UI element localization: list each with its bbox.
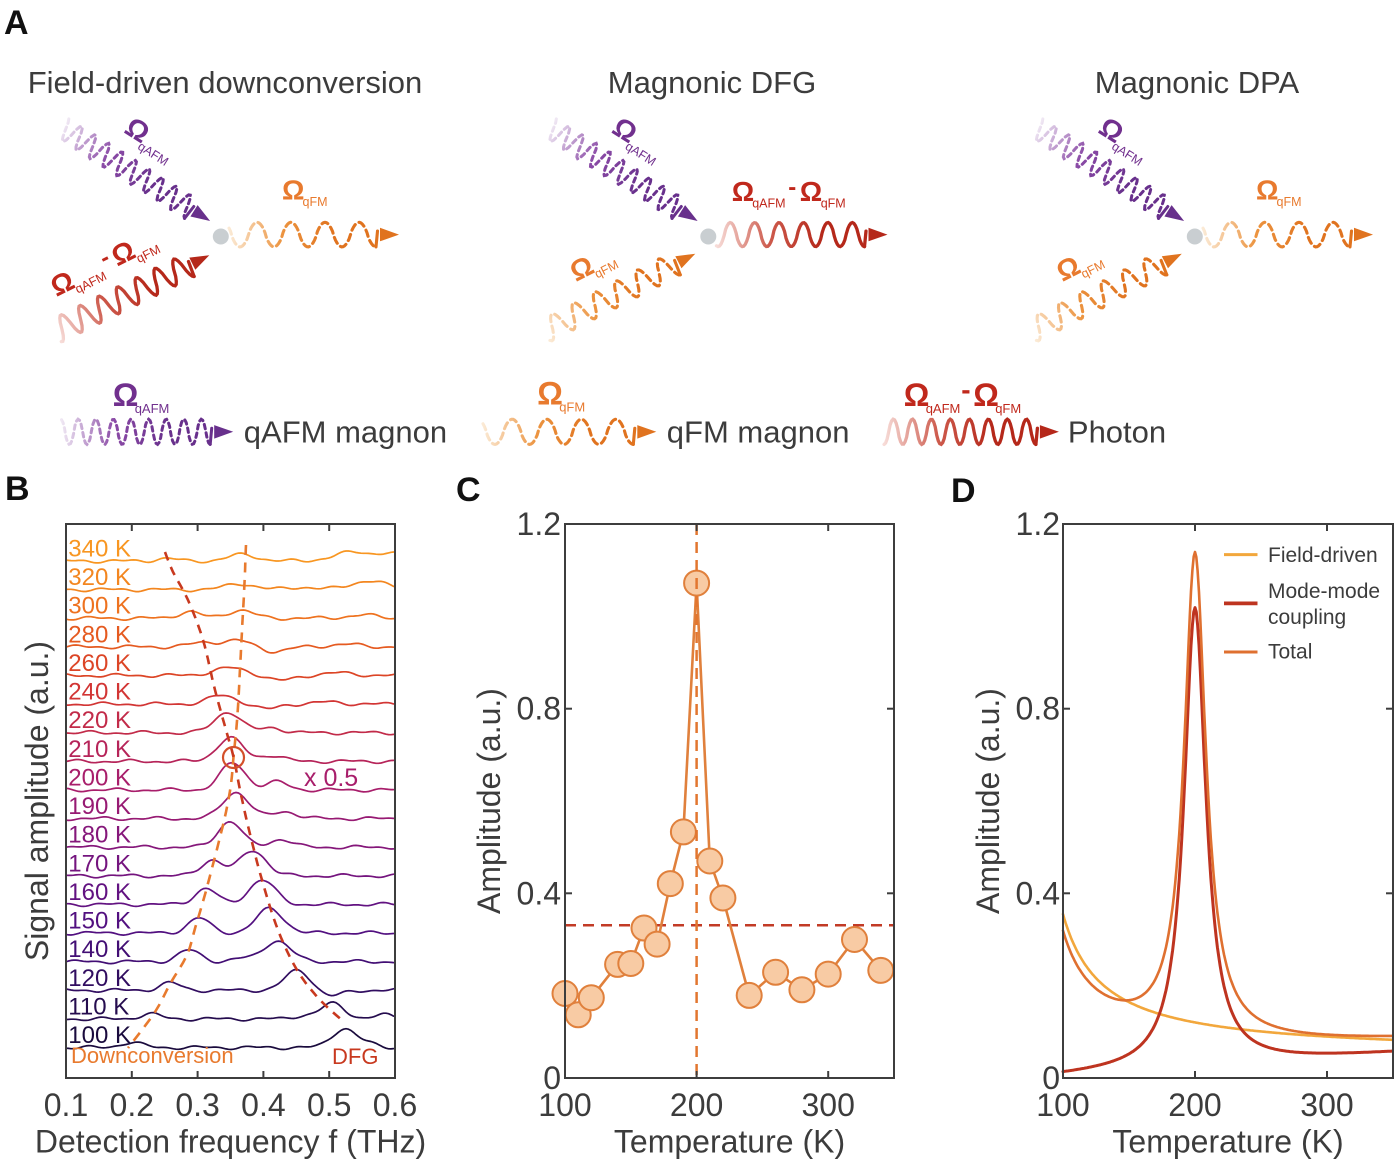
svg-text:280 K: 280 K xyxy=(68,621,131,648)
svg-text:240 K: 240 K xyxy=(68,679,131,706)
svg-text:200: 200 xyxy=(1168,1087,1221,1123)
svg-text:-: - xyxy=(961,374,970,405)
svg-text:qAFM: qAFM xyxy=(135,401,170,416)
svg-text:Field-driven downconversion: Field-driven downconversion xyxy=(28,65,423,100)
svg-text:180 K: 180 K xyxy=(68,822,131,849)
svg-text:qFM: qFM xyxy=(821,197,846,211)
svg-text:Temperature (K): Temperature (K) xyxy=(614,1124,845,1160)
svg-text:qFM: qFM xyxy=(303,195,328,209)
svg-text:170 K: 170 K xyxy=(68,850,131,877)
svg-text:0.4: 0.4 xyxy=(517,875,561,911)
svg-text:qFM: qFM xyxy=(559,399,585,414)
svg-text:160 K: 160 K xyxy=(68,879,131,906)
svg-text:150 K: 150 K xyxy=(68,908,131,935)
svg-text:Ω: Ω xyxy=(282,174,304,205)
svg-text:1.2: 1.2 xyxy=(517,506,561,542)
svg-text:Ω: Ω xyxy=(800,176,822,207)
svg-text:Signal amplitude (a.u.): Signal amplitude (a.u.) xyxy=(19,641,55,961)
svg-text:110 K: 110 K xyxy=(68,993,129,1020)
svg-text:Ω: Ω xyxy=(1256,174,1278,205)
svg-text:DFG: DFG xyxy=(332,1044,378,1069)
svg-text:Magnonic DPA: Magnonic DPA xyxy=(1095,65,1300,100)
svg-text:Mode-mode: Mode-mode xyxy=(1268,580,1380,603)
svg-text:120 K: 120 K xyxy=(68,965,131,992)
svg-text:Field-driven: Field-driven xyxy=(1268,544,1378,567)
svg-text:0.3: 0.3 xyxy=(175,1087,219,1123)
svg-text:140 K: 140 K xyxy=(68,936,131,963)
svg-text:C: C xyxy=(456,471,481,509)
svg-text:260 K: 260 K xyxy=(68,650,131,677)
svg-text:320 K: 320 K xyxy=(68,564,131,591)
svg-text:190 K: 190 K xyxy=(68,793,131,820)
svg-text:Ω: Ω xyxy=(537,376,563,412)
svg-text:100: 100 xyxy=(538,1087,591,1123)
svg-text:Photon: Photon xyxy=(1068,414,1166,449)
svg-text:qFM magnon: qFM magnon xyxy=(667,414,850,449)
svg-text:qFM: qFM xyxy=(995,401,1021,416)
svg-text:100: 100 xyxy=(1036,1087,1089,1123)
svg-text:Amplitude (a.u.): Amplitude (a.u.) xyxy=(970,688,1006,914)
svg-text:Ω: Ω xyxy=(113,377,139,413)
svg-text:qAFM: qAFM xyxy=(752,197,785,211)
svg-text:1.2: 1.2 xyxy=(1016,506,1060,542)
svg-text:210 K: 210 K xyxy=(68,736,131,763)
svg-text:coupling: coupling xyxy=(1268,606,1346,629)
svg-text:300: 300 xyxy=(1300,1087,1353,1123)
svg-text:D: D xyxy=(951,472,976,510)
svg-text:x 0.5: x 0.5 xyxy=(304,764,358,792)
svg-text:0.1: 0.1 xyxy=(44,1087,88,1123)
svg-text:Detection frequency f (THz): Detection frequency f (THz) xyxy=(35,1124,426,1160)
svg-text:340 K: 340 K xyxy=(68,536,131,563)
svg-text:Magnonic DFG: Magnonic DFG xyxy=(608,65,816,100)
svg-text:0.4: 0.4 xyxy=(241,1087,285,1123)
svg-text:100 K: 100 K xyxy=(68,1022,131,1049)
svg-text:0.5: 0.5 xyxy=(307,1087,351,1123)
svg-text:300 K: 300 K xyxy=(68,593,131,620)
svg-text:Ω: Ω xyxy=(973,377,999,413)
svg-text:qFM: qFM xyxy=(1277,195,1302,209)
svg-text:Ω: Ω xyxy=(904,377,930,413)
svg-text:A: A xyxy=(4,4,29,42)
svg-text:0.8: 0.8 xyxy=(517,691,561,727)
svg-text:-: - xyxy=(788,174,796,201)
svg-text:200: 200 xyxy=(670,1087,723,1123)
svg-text:0: 0 xyxy=(543,1060,561,1096)
svg-text:220 K: 220 K xyxy=(68,707,131,734)
svg-text:qAFM: qAFM xyxy=(926,401,961,416)
svg-text:B: B xyxy=(5,470,30,508)
svg-text:200 K: 200 K xyxy=(68,765,131,792)
svg-text:Downconversion: Downconversion xyxy=(71,1043,234,1068)
svg-text:0.8: 0.8 xyxy=(1016,691,1060,727)
svg-text:Ω: Ω xyxy=(732,176,754,207)
svg-text:Total: Total xyxy=(1268,641,1312,664)
svg-text:Amplitude (a.u.): Amplitude (a.u.) xyxy=(471,688,507,914)
svg-text:qAFM magnon: qAFM magnon xyxy=(244,414,447,449)
svg-text:0.2: 0.2 xyxy=(110,1087,154,1123)
svg-text:300: 300 xyxy=(802,1087,855,1123)
svg-text:0.4: 0.4 xyxy=(1016,875,1060,911)
svg-text:0: 0 xyxy=(1042,1060,1060,1096)
svg-text:Temperature (K): Temperature (K) xyxy=(1112,1124,1343,1160)
svg-text:0.6: 0.6 xyxy=(373,1087,417,1123)
